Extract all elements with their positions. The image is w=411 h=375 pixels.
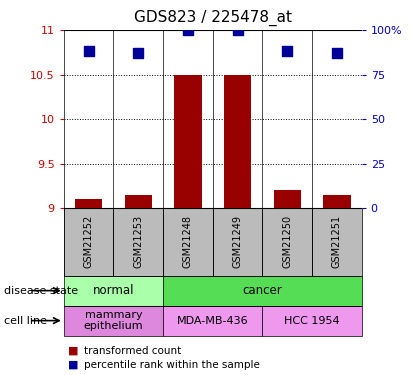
Title: GDS823 / 225478_at: GDS823 / 225478_at [134, 10, 292, 26]
Text: ■: ■ [68, 346, 79, 355]
Text: percentile rank within the sample: percentile rank within the sample [84, 360, 260, 369]
Text: cancer: cancer [242, 284, 282, 297]
Text: normal: normal [92, 284, 134, 297]
Text: transformed count: transformed count [84, 346, 182, 355]
Bar [274, 190, 301, 208]
Text: MDA-MB-436: MDA-MB-436 [177, 316, 249, 326]
Bar [125, 195, 152, 208]
Point [284, 48, 291, 54]
Bar [174, 75, 201, 208]
Bar [213, 208, 262, 276]
Point [234, 27, 241, 33]
Text: GSM21252: GSM21252 [83, 215, 94, 268]
Text: ■: ■ [68, 360, 79, 369]
Bar [262, 208, 312, 276]
Text: mammary
epithelium: mammary epithelium [83, 310, 143, 332]
Bar [75, 199, 102, 208]
Bar [323, 195, 351, 208]
Bar [113, 208, 163, 276]
Text: HCC 1954: HCC 1954 [284, 316, 340, 326]
Bar [163, 306, 262, 336]
Bar [224, 75, 251, 208]
Text: cell line: cell line [4, 316, 47, 326]
Point [85, 48, 92, 54]
Text: GSM21248: GSM21248 [183, 215, 193, 268]
Bar [64, 208, 113, 276]
Point [135, 50, 141, 56]
Text: GSM21251: GSM21251 [332, 215, 342, 268]
Point [185, 27, 191, 33]
Bar [312, 208, 362, 276]
Point [334, 50, 340, 56]
Text: GSM21249: GSM21249 [233, 215, 242, 268]
Bar [262, 306, 362, 336]
Bar [163, 276, 362, 306]
Text: GSM21253: GSM21253 [133, 215, 143, 268]
Bar [163, 208, 213, 276]
Bar [64, 306, 163, 336]
Text: disease state: disease state [4, 286, 78, 296]
Bar [64, 276, 163, 306]
Text: GSM21250: GSM21250 [282, 215, 292, 268]
